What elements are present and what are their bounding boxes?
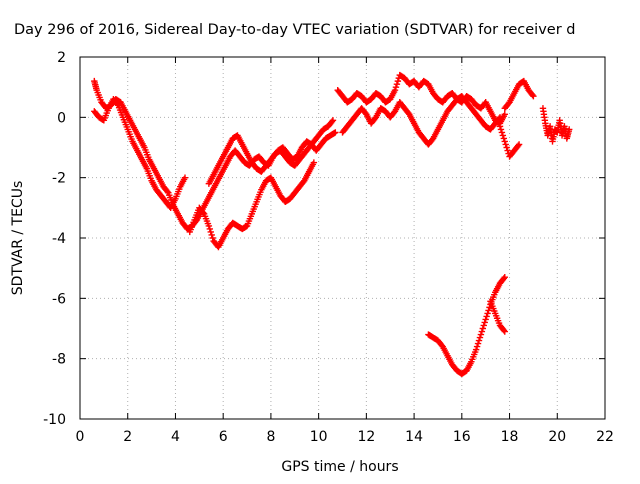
data-point [393, 80, 401, 88]
data-point [332, 129, 339, 136]
data-point [209, 234, 216, 242]
data-point [482, 316, 489, 323]
series-track-c [186, 159, 318, 251]
data-point [328, 118, 336, 125]
data-point [477, 331, 485, 338]
y-tick-label: 0 [57, 110, 66, 126]
data-point [501, 111, 508, 118]
x-tick-label: 12 [357, 429, 375, 445]
data-point [501, 138, 508, 145]
y-axis-label: SDTVAR / TECUs [10, 181, 26, 296]
data-point [496, 123, 504, 130]
data-point [504, 147, 511, 154]
series-track-d [205, 117, 337, 187]
data-point [480, 322, 487, 329]
data-point [391, 86, 399, 94]
y-tick-label: -4 [52, 231, 66, 247]
y-tick-label: -8 [52, 352, 66, 368]
data-point [394, 77, 402, 85]
y-tick-label: -2 [52, 171, 66, 187]
data-point [207, 228, 214, 236]
chart-title: Day 296 of 2016, Sidereal Day-to-day VTE… [14, 22, 575, 38]
data-point [501, 274, 508, 281]
x-tick-label: 14 [405, 429, 423, 445]
x-tick-label: 4 [171, 429, 180, 445]
data-point [164, 188, 171, 195]
data-point [392, 83, 400, 91]
grid [80, 57, 605, 419]
plot-frame [79, 56, 606, 420]
x-axis-label: GPS time / hours [281, 459, 398, 475]
data-point [484, 310, 491, 317]
data-points [91, 71, 573, 377]
data-point [500, 135, 508, 142]
data-point [499, 132, 507, 139]
x-tick-label: 16 [453, 429, 471, 445]
data-point [473, 343, 481, 350]
data-point [498, 129, 506, 136]
y-tick-label: -10 [43, 412, 66, 428]
data-point [515, 141, 523, 148]
data-point [500, 327, 508, 334]
x-tick-label: 22 [596, 429, 614, 445]
data-point [481, 319, 488, 326]
x-tick-label: 20 [548, 429, 566, 445]
data-point [206, 225, 214, 233]
x-tick-label: 8 [266, 429, 275, 445]
series-track-h [496, 123, 523, 160]
data-point [478, 328, 486, 335]
x-tick-label: 2 [123, 429, 132, 445]
data-point [476, 334, 484, 341]
data-point [497, 126, 505, 133]
data-point [486, 304, 493, 311]
x-tick-label: 0 [76, 429, 85, 445]
data-point [475, 337, 483, 344]
data-point [483, 313, 490, 320]
axis-ticks: 0 2 4 6 8 10 12 14 16 18 20 22 -10 -8 -6 -4 -2 0 2 [43, 50, 614, 445]
data-point [529, 91, 536, 99]
data-point [114, 100, 121, 108]
x-tick-label: 10 [310, 429, 328, 445]
data-point [514, 142, 522, 149]
data-point [310, 159, 318, 166]
data-point [566, 126, 573, 133]
data-point [502, 141, 509, 148]
data-point [208, 231, 215, 239]
data-point [495, 115, 503, 122]
series-track-k [487, 298, 508, 335]
series-track-j [425, 274, 508, 377]
data-point [205, 222, 213, 230]
data-point [496, 114, 504, 121]
data-point [501, 328, 508, 335]
series-track-g [501, 77, 537, 112]
series-track-f [339, 93, 504, 148]
series-track-b [91, 96, 189, 212]
data-point [500, 275, 508, 282]
data-point [181, 174, 189, 181]
x-tick-label: 18 [501, 429, 519, 445]
data-point [479, 325, 487, 332]
data-point [530, 93, 537, 100]
y-tick-label: -6 [52, 291, 66, 307]
data-point [485, 307, 492, 314]
x-tick-label: 6 [219, 429, 228, 445]
data-point [329, 117, 337, 124]
y-tick-label: 2 [57, 50, 66, 66]
series-track-i [539, 105, 573, 145]
data-point [199, 209, 207, 216]
data-point [472, 346, 480, 353]
data-point [474, 340, 482, 347]
data-point [503, 144, 510, 151]
